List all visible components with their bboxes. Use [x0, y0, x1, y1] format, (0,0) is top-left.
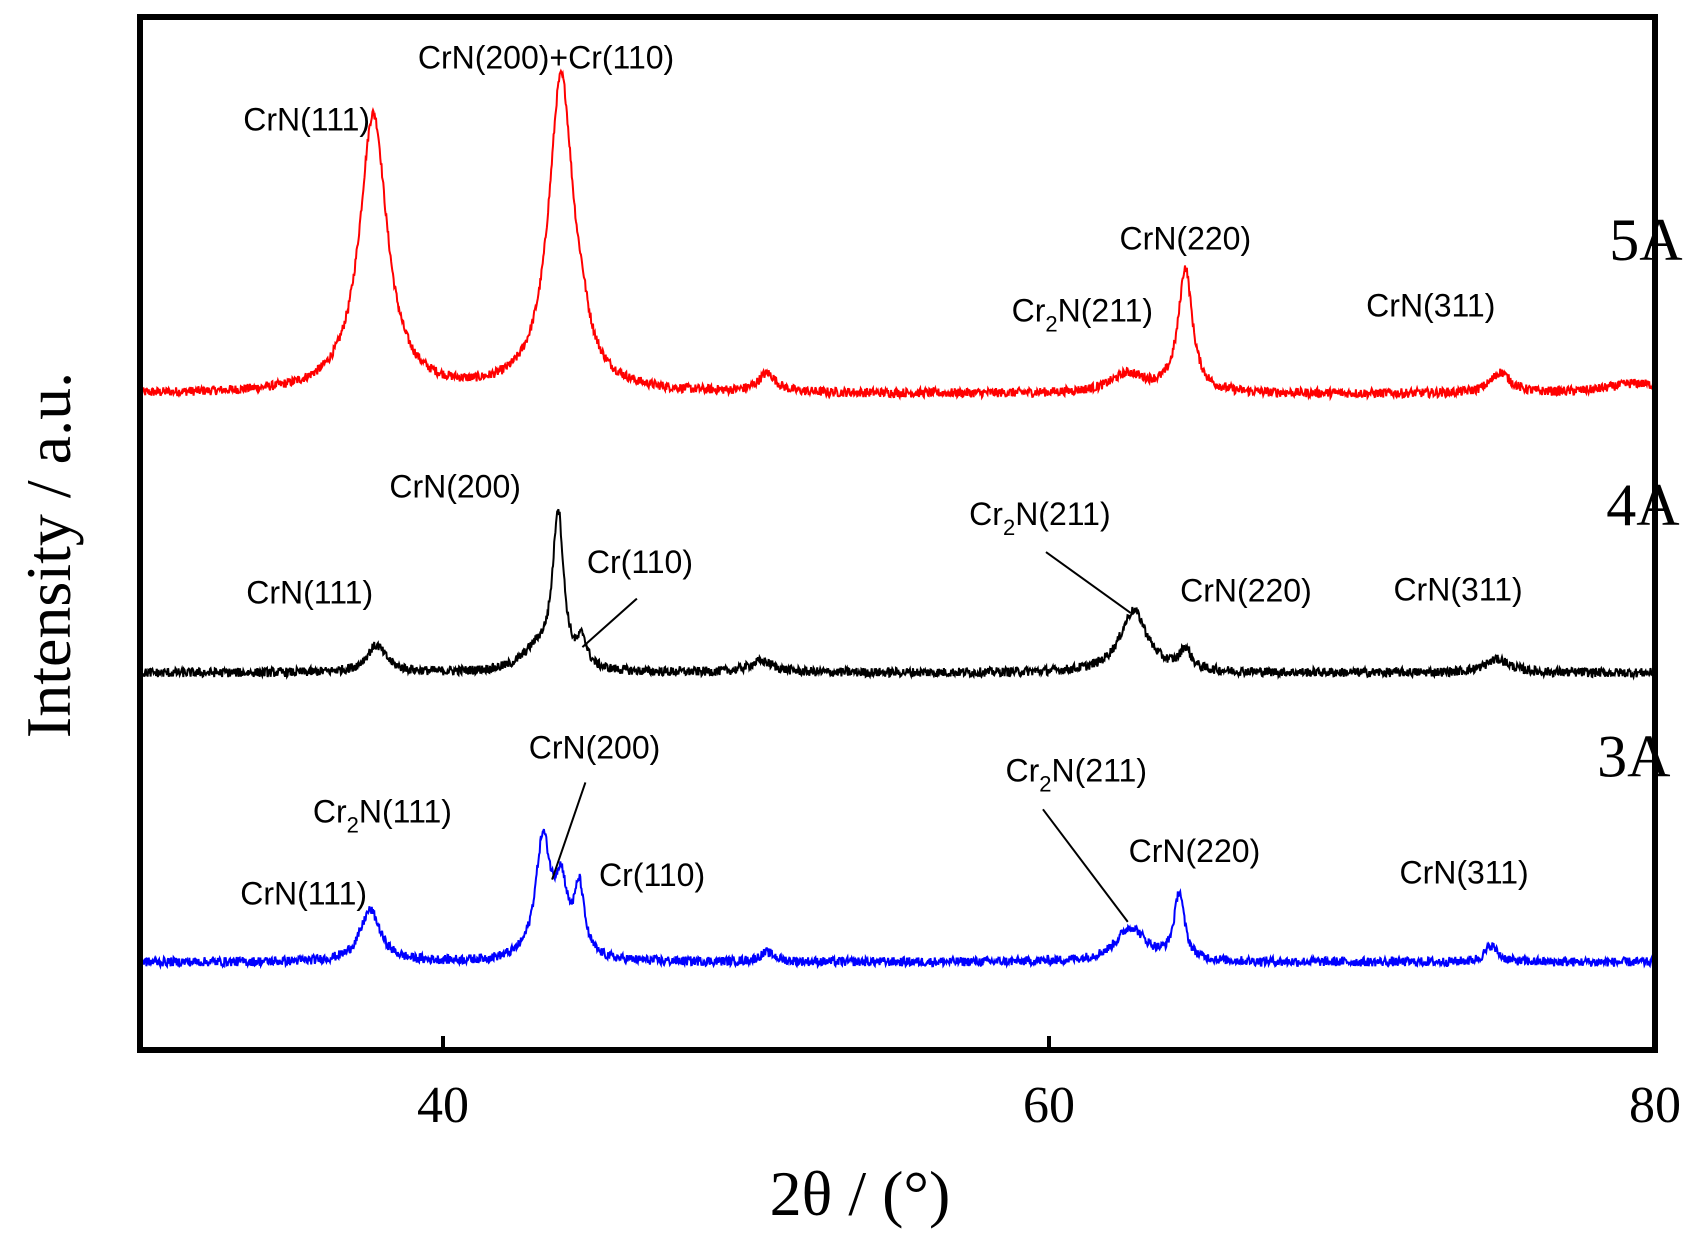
- series-layer: [140, 68, 1654, 971]
- series-line-3a: [140, 828, 1654, 971]
- x-tick-label-80: 80: [1629, 1077, 1681, 1134]
- peak-label-3a-12: Cr2N(111): [313, 794, 452, 838]
- peak-label-5a-2: CrN(220): [1120, 220, 1252, 256]
- series-line-4a: [140, 508, 1654, 681]
- peak-label-3a-16: CrN(220): [1129, 833, 1261, 869]
- x-tick-label-60: 60: [1023, 1077, 1075, 1134]
- peak-label-3a-15: Cr2N(211): [1006, 752, 1147, 796]
- peak-label-4a-9: CrN(220): [1180, 573, 1312, 609]
- series-label-layer: 5A 4A 3A: [1597, 207, 1682, 790]
- y-axis-title: Intensity / a.u.: [13, 372, 84, 738]
- plot-frame: [137, 14, 1658, 1053]
- leader-layer: [551, 551, 1132, 923]
- peak-label-3a-14: Cr(110): [599, 857, 705, 893]
- tick-layer: 40 60 80: [417, 1036, 1681, 1134]
- peak-label-5a-3: Cr2N(211): [1012, 293, 1153, 337]
- peak-label-3a-17: CrN(311): [1400, 855, 1529, 891]
- series-label-4a: 4A: [1606, 472, 1679, 538]
- leader-line-2: [551, 782, 587, 880]
- peak-label-3a-13: CrN(111): [240, 875, 367, 911]
- leader-line-0: [581, 597, 638, 648]
- leader-line-1: [1045, 551, 1132, 614]
- peak-label-4a-10: CrN(311): [1393, 572, 1522, 608]
- peak-label-4a-7: Cr(110): [587, 544, 693, 580]
- series-line-5a: [140, 68, 1654, 402]
- peak-label-5a-1: CrN(200)+Cr(110): [418, 40, 674, 76]
- peak-label-3a-11: CrN(200): [529, 730, 661, 766]
- series-label-3a: 3A: [1597, 723, 1670, 789]
- peak-label-5a-4: CrN(311): [1366, 288, 1495, 324]
- x-axis-title: 2θ / (°): [770, 1158, 951, 1229]
- peak-label-5a-0: CrN(111): [243, 102, 370, 138]
- leader-line-3: [1042, 808, 1129, 923]
- peak-label-4a-8: Cr2N(211): [969, 496, 1110, 540]
- x-tick-label-40: 40: [417, 1077, 469, 1134]
- annotation-layer: CrN(111) CrN(200)+Cr(110) CrN(220) Cr2N(211…: [240, 40, 1529, 912]
- peak-label-4a-6: CrN(111): [246, 575, 373, 611]
- series-label-5a: 5A: [1609, 207, 1682, 273]
- peak-label-4a-5: CrN(200): [389, 468, 521, 504]
